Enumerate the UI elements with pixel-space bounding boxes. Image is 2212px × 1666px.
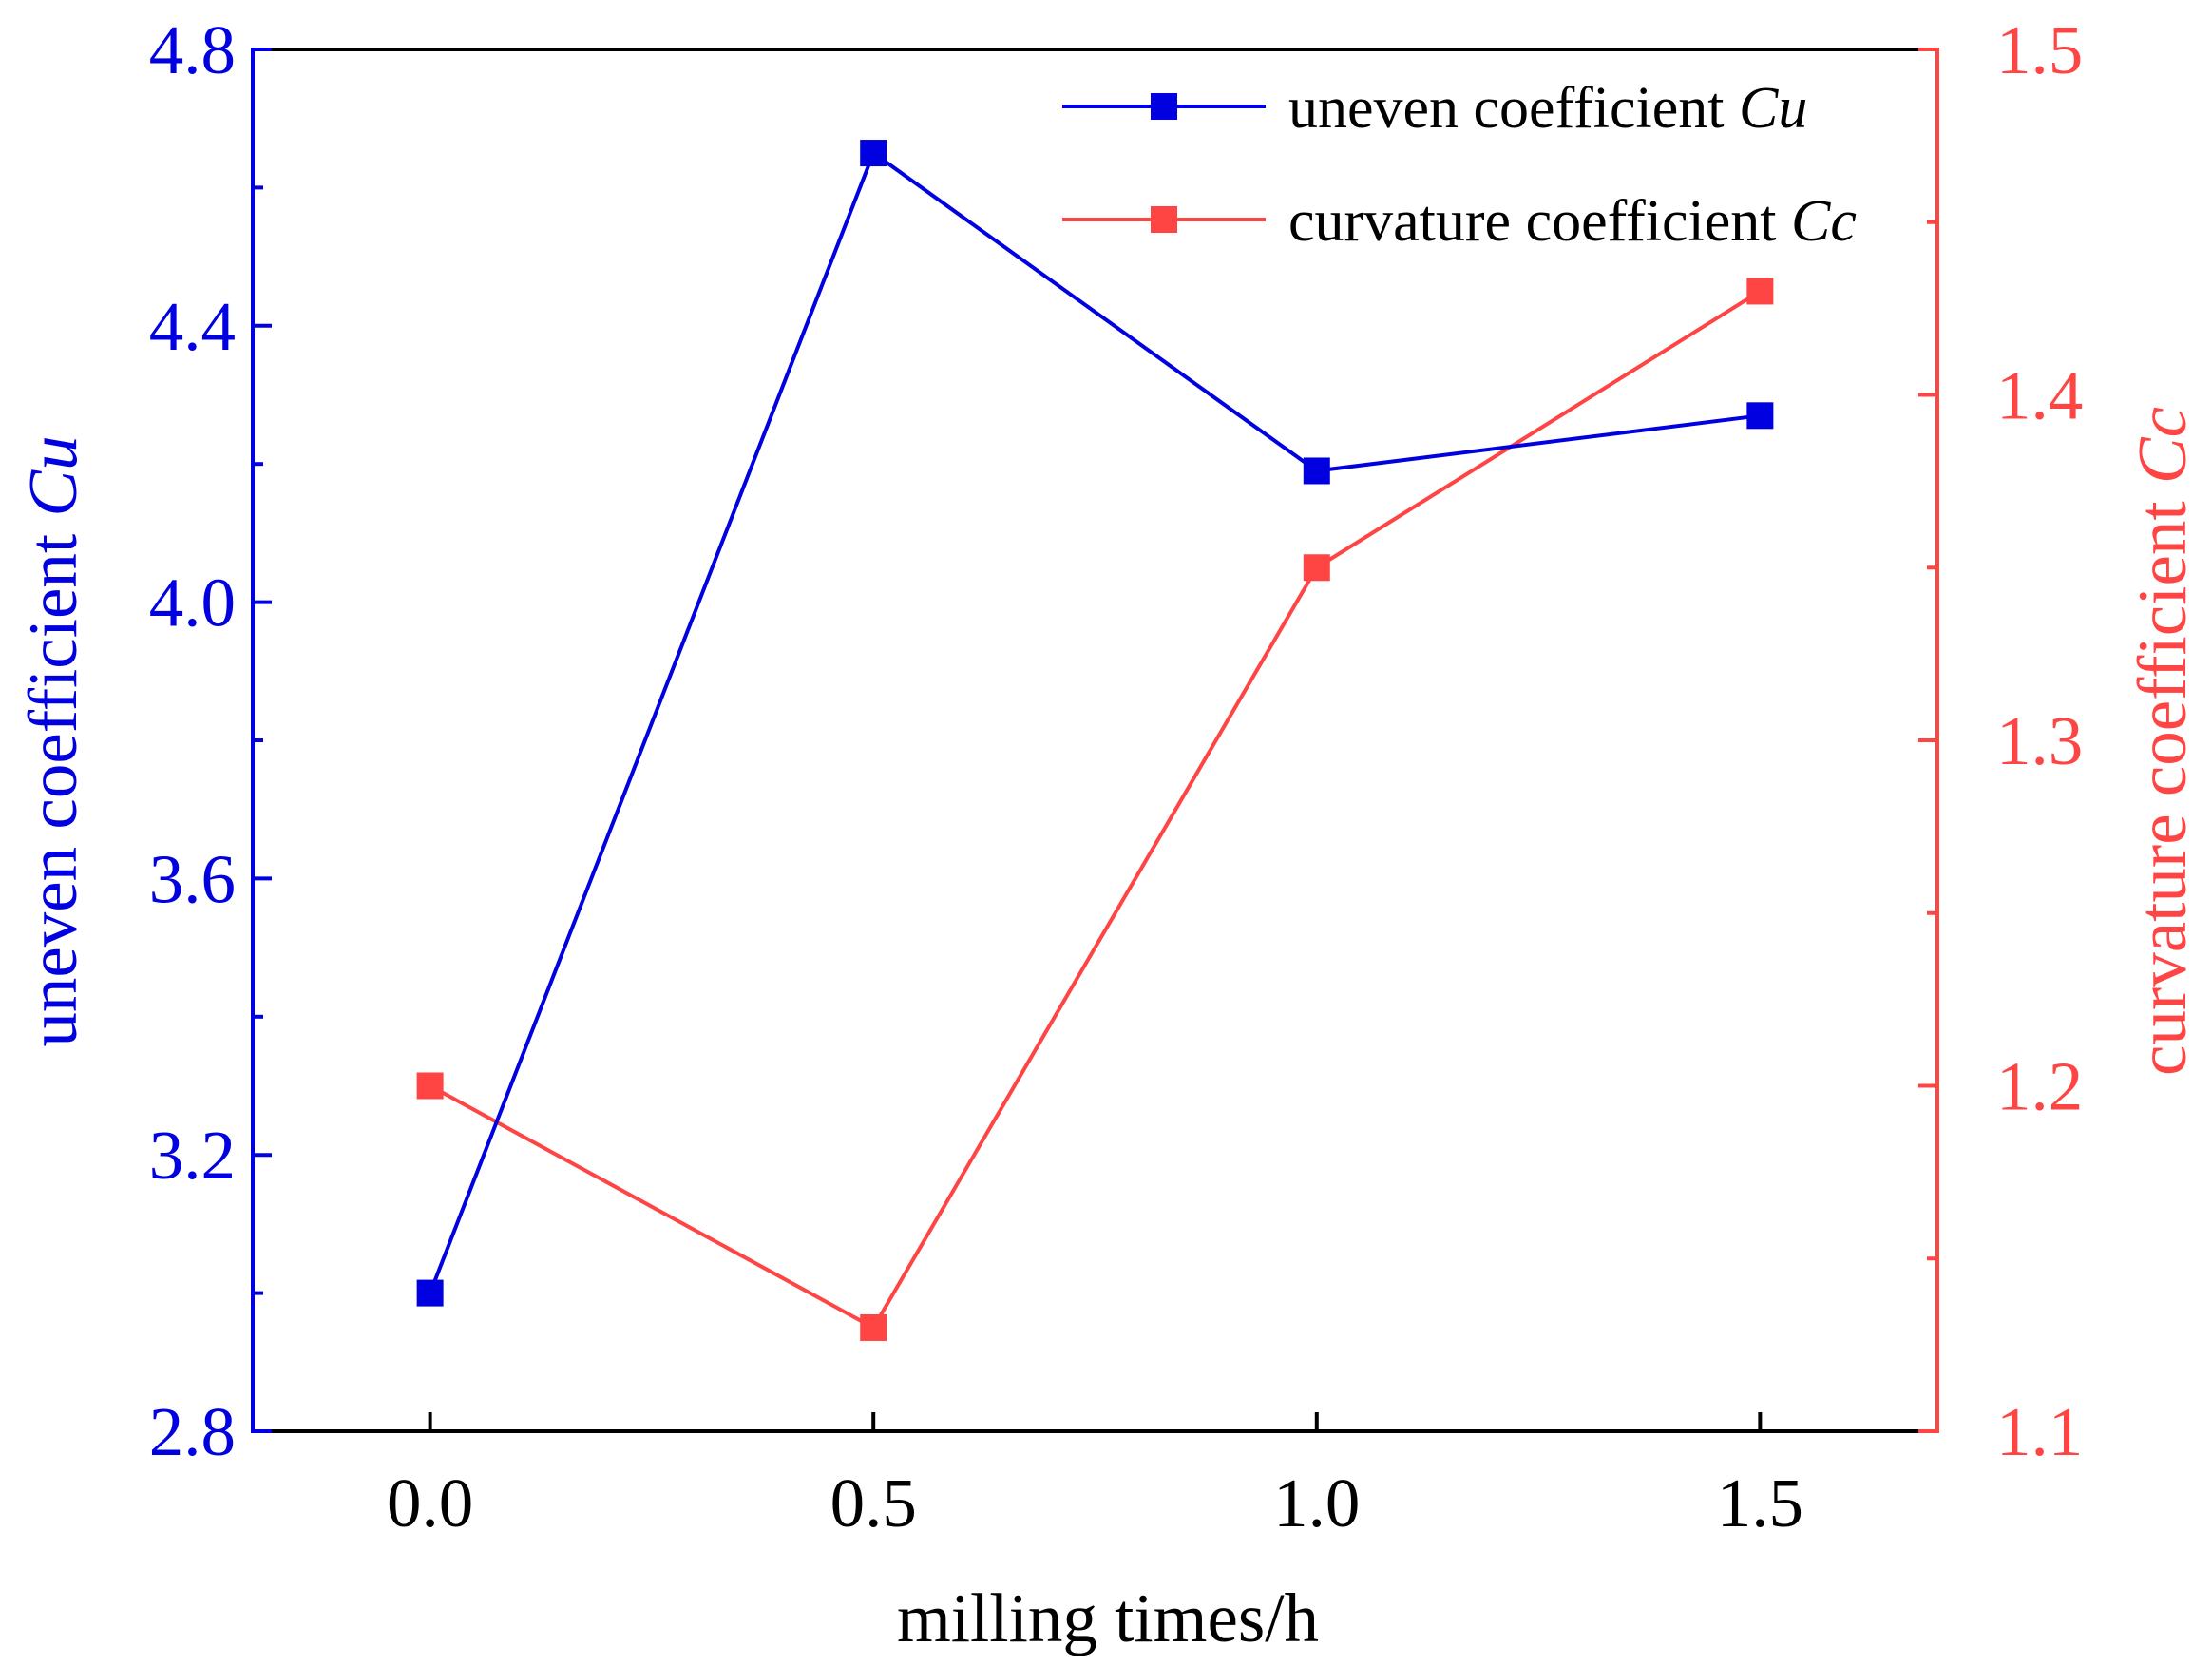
legend-item-cc: curvature coefficient Cc [1062,189,1857,254]
data-point-cc [1303,554,1330,582]
left-y-ticks: 2.8 3.2 3.6 4.0 4.4 4.8 [149,11,272,1470]
legend-marker-cc [1151,206,1177,233]
x-tick-label: 1.5 [1717,1465,1803,1542]
data-point-cc [860,1313,887,1341]
right-y-tick-label: 1.3 [1996,702,2083,779]
data-point-cu [860,140,887,167]
right-axis-title: curvature coefficient Cc [2124,407,2201,1076]
legend-label-cc-symbol: Cc [1791,189,1857,254]
legend-marker-cu [1151,93,1177,120]
x-tick-label: 1.0 [1273,1465,1360,1542]
x-tick-label: 0.0 [387,1465,473,1542]
legend-label-cc: curvature coefficient Cc [1288,189,1857,254]
left-y-tick-label: 3.2 [149,1117,236,1194]
right-y-ticks: 1.1 1.2 1.3 1.4 1.5 [1918,11,2083,1470]
left-y-tick-label: 3.6 [149,840,236,917]
x-axis-title: milling times/h [897,1580,1319,1656]
right-y-tick-label: 1.5 [1996,11,2083,88]
x-tick-label: 0.5 [830,1465,917,1542]
left-axis-title: uneven coefficient Cu [14,435,91,1046]
legend-item-cu: uneven coefficient Cu [1062,76,1807,141]
legend-label-cc-main: curvature coefficient [1288,189,1791,254]
right-y-tick-label: 1.2 [1996,1048,2083,1125]
right-axis-title-symbol: Cc [2124,407,2201,484]
legend-label-cu: uneven coefficient Cu [1288,76,1807,141]
left-y-tick-label: 2.8 [149,1393,236,1470]
right-y-tick-label: 1.1 [1996,1393,2083,1470]
series-layer [416,140,1774,1341]
legend-label-cu-main: uneven coefficient [1288,76,1739,141]
legend: uneven coefficient Cu curvature coeffici… [1062,76,1857,254]
data-point-cu [1746,402,1774,430]
data-point-cu [1303,457,1330,485]
right-axis-title-main: curvature coefficient [2124,484,2201,1076]
data-point-cc [1746,278,1774,305]
left-y-tick-label: 4.0 [149,565,236,642]
data-point-cc [416,1072,444,1100]
left-y-tick-label: 4.8 [149,11,236,88]
left-y-tick-label: 4.4 [149,288,236,365]
left-axis-title-symbol: Cu [14,435,91,516]
series-line-cu [428,149,1761,1294]
data-point-cu [416,1279,444,1307]
left-axis-title-main: uneven coefficient [14,517,91,1047]
series-line-cc [429,289,1762,1331]
right-y-tick-label: 1.4 [1996,357,2083,434]
x-ticks: 0.0 0.5 1.0 1.5 [387,1412,1803,1542]
legend-label-cu-symbol: Cu [1739,76,1807,141]
